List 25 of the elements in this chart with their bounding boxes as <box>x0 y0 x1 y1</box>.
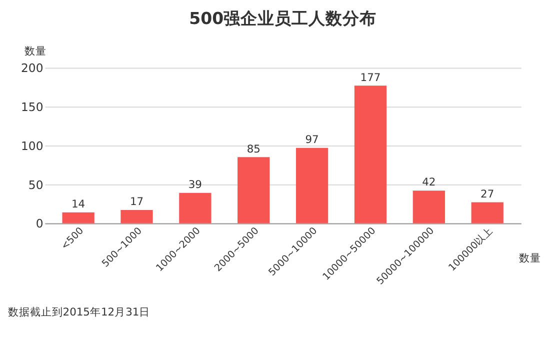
data-label: 177 <box>360 70 381 84</box>
x-axis-title: 数量 <box>518 252 541 265</box>
bar <box>62 212 94 224</box>
y-tick-label: 50 <box>28 178 44 192</box>
bar <box>120 210 153 224</box>
bar <box>471 202 504 224</box>
data-label: 39 <box>188 178 202 192</box>
y-axis-title: 数量 <box>24 44 46 58</box>
y-tick-label: 0 <box>36 216 44 231</box>
data-label: 27 <box>480 187 494 200</box>
data-label: 97 <box>305 132 319 146</box>
y-tick-label: 200 <box>21 61 44 76</box>
chart-title: 500强企业员工人数分布 <box>189 9 377 28</box>
text: 数据截止到2015年12月31日 <box>8 306 150 319</box>
bar <box>354 86 387 224</box>
y-tick-label: 150 <box>21 100 44 114</box>
data-label: 42 <box>422 176 436 189</box>
bar <box>412 190 445 224</box>
bar <box>296 148 328 224</box>
bar <box>238 157 270 224</box>
bar <box>179 192 212 224</box>
y-tick-label: 100 <box>21 138 44 153</box>
data-label: 85 <box>246 142 260 156</box>
data-label: 14 <box>72 198 86 211</box>
data-label: 17 <box>130 195 144 208</box>
